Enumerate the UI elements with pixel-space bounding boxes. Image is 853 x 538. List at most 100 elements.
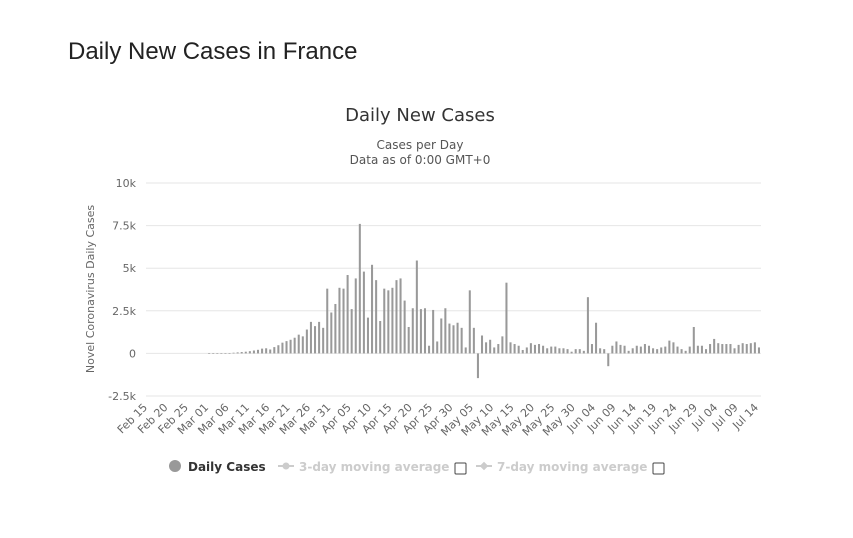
- bar[interactable]: [505, 282, 508, 354]
- bar[interactable]: [391, 287, 394, 354]
- bar[interactable]: [562, 348, 565, 354]
- bar[interactable]: [741, 343, 744, 354]
- bar[interactable]: [700, 345, 703, 354]
- bar[interactable]: [749, 343, 752, 354]
- bar[interactable]: [334, 303, 337, 354]
- bar[interactable]: [252, 350, 255, 354]
- bar[interactable]: [607, 353, 610, 367]
- bar[interactable]: [709, 344, 712, 354]
- bar[interactable]: [660, 347, 663, 354]
- bar[interactable]: [358, 223, 361, 354]
- bar[interactable]: [619, 344, 622, 354]
- bar[interactable]: [721, 344, 724, 354]
- bar[interactable]: [309, 321, 312, 354]
- bar[interactable]: [696, 345, 699, 354]
- legend-item-daily-cases[interactable]: Daily Cases: [169, 460, 266, 474]
- bar[interactable]: [350, 309, 353, 354]
- bar[interactable]: [232, 352, 235, 354]
- bar[interactable]: [375, 280, 378, 354]
- bar[interactable]: [248, 351, 251, 354]
- bar[interactable]: [224, 353, 227, 354]
- bar[interactable]: [623, 345, 626, 354]
- bar[interactable]: [737, 344, 740, 354]
- bar[interactable]: [464, 347, 467, 354]
- bar[interactable]: [338, 287, 341, 354]
- bar[interactable]: [383, 288, 386, 354]
- bar[interactable]: [668, 340, 671, 354]
- bar[interactable]: [705, 349, 708, 354]
- bar[interactable]: [753, 342, 756, 354]
- bar[interactable]: [261, 348, 264, 354]
- bar[interactable]: [293, 337, 296, 354]
- bar[interactable]: [566, 349, 569, 354]
- bar[interactable]: [472, 327, 475, 354]
- bar[interactable]: [672, 342, 675, 354]
- bar[interactable]: [525, 347, 528, 354]
- bar[interactable]: [733, 348, 736, 354]
- bar[interactable]: [664, 346, 667, 354]
- bar[interactable]: [635, 345, 638, 354]
- bar[interactable]: [285, 341, 288, 354]
- bar[interactable]: [301, 336, 304, 354]
- bar[interactable]: [546, 348, 549, 354]
- bar[interactable]: [558, 348, 561, 354]
- bar[interactable]: [643, 344, 646, 354]
- bar[interactable]: [501, 336, 504, 354]
- bar[interactable]: [485, 342, 488, 354]
- bar[interactable]: [387, 290, 390, 354]
- bar[interactable]: [615, 341, 618, 354]
- bar[interactable]: [521, 349, 524, 354]
- bar[interactable]: [326, 288, 329, 354]
- bar[interactable]: [395, 280, 398, 354]
- bar[interactable]: [220, 353, 223, 354]
- bar[interactable]: [407, 326, 410, 354]
- bar[interactable]: [676, 346, 679, 354]
- bar[interactable]: [240, 352, 243, 354]
- bar[interactable]: [436, 341, 439, 354]
- bar[interactable]: [647, 345, 651, 354]
- bar[interactable]: [578, 349, 581, 354]
- bar[interactable]: [599, 348, 602, 354]
- bar[interactable]: [212, 353, 215, 354]
- bar[interactable]: [256, 349, 260, 354]
- bar[interactable]: [692, 326, 695, 354]
- bar[interactable]: [582, 350, 585, 354]
- bar[interactable]: [448, 323, 451, 354]
- bar[interactable]: [362, 271, 365, 354]
- bar[interactable]: [314, 326, 317, 354]
- bar[interactable]: [595, 322, 598, 354]
- bar[interactable]: [468, 290, 471, 354]
- bar[interactable]: [281, 342, 284, 354]
- bar[interactable]: [542, 345, 545, 354]
- bar[interactable]: [444, 308, 447, 354]
- bar[interactable]: [419, 309, 422, 354]
- bar[interactable]: [603, 349, 606, 354]
- bar[interactable]: [428, 345, 431, 354]
- bar[interactable]: [228, 353, 231, 354]
- bar[interactable]: [497, 344, 500, 354]
- bar[interactable]: [757, 347, 760, 354]
- bar[interactable]: [570, 351, 573, 354]
- checkbox-7-day-average[interactable]: [652, 462, 665, 475]
- bar[interactable]: [611, 345, 614, 354]
- bar[interactable]: [745, 344, 748, 354]
- bar[interactable]: [330, 312, 333, 354]
- bar[interactable]: [371, 264, 374, 354]
- legend-item-3-day-average[interactable]: 3-day moving average: [278, 460, 449, 474]
- bar[interactable]: [684, 350, 687, 354]
- bar[interactable]: [452, 325, 455, 354]
- bar[interactable]: [652, 348, 655, 354]
- bar[interactable]: [586, 297, 589, 354]
- bar[interactable]: [554, 346, 557, 354]
- bar[interactable]: [379, 321, 382, 354]
- bar[interactable]: [713, 338, 716, 354]
- bar[interactable]: [354, 278, 357, 354]
- bar[interactable]: [342, 288, 345, 354]
- bar[interactable]: [244, 351, 247, 354]
- bar[interactable]: [366, 317, 369, 354]
- bar[interactable]: [680, 349, 683, 354]
- bar[interactable]: [277, 345, 280, 354]
- bar[interactable]: [208, 353, 211, 354]
- bar[interactable]: [509, 342, 512, 354]
- bar[interactable]: [725, 344, 728, 354]
